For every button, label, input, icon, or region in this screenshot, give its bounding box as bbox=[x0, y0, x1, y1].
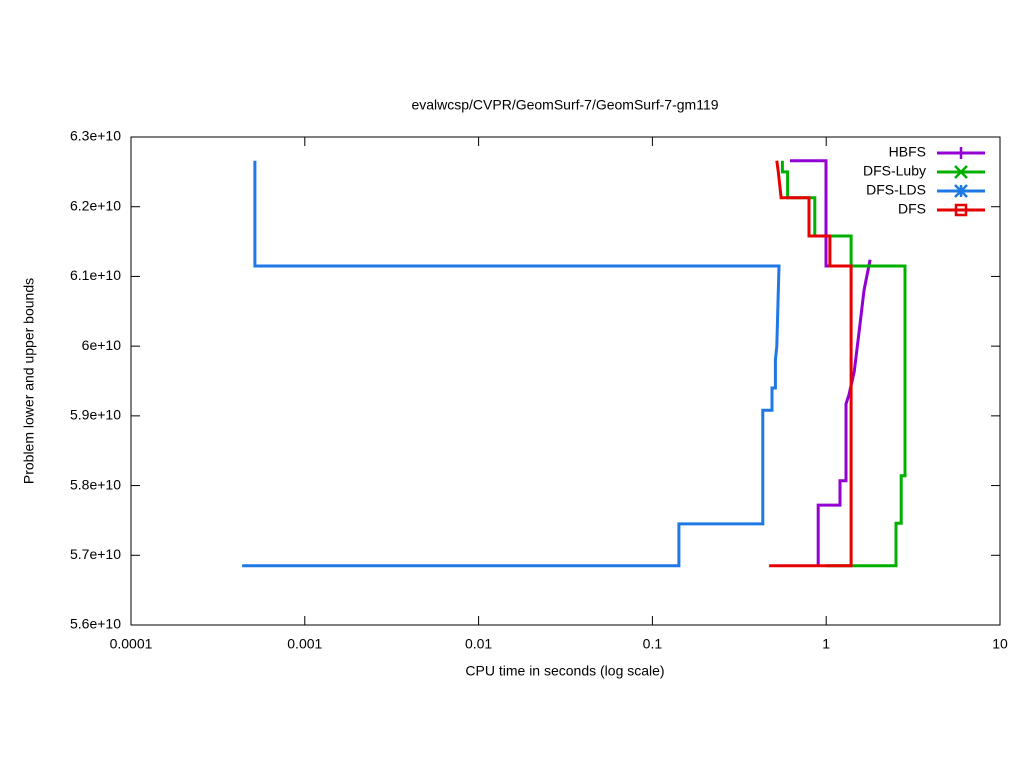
x-tick-label: 0.001 bbox=[287, 636, 322, 652]
chart-title: evalwcsp/CVPR/GeomSurf-7/GeomSurf-7-gm11… bbox=[411, 97, 718, 113]
y-tick-label: 5.9e+10 bbox=[70, 407, 121, 423]
x-tick-label: 0.0001 bbox=[110, 636, 153, 652]
series-line bbox=[790, 159, 872, 566]
x-tick-label: 10 bbox=[992, 636, 1008, 652]
y-tick-label: 5.7e+10 bbox=[70, 546, 121, 562]
series-line bbox=[242, 160, 781, 568]
legend-marker bbox=[954, 184, 968, 198]
legend-label: HBFS bbox=[889, 144, 926, 160]
x-tick-label: 0.1 bbox=[643, 636, 663, 652]
y-tick-label: 6.1e+10 bbox=[70, 267, 121, 283]
legend-marker bbox=[954, 165, 968, 179]
legend-marker bbox=[955, 147, 967, 159]
legend-label: DFS bbox=[898, 201, 926, 217]
x-axis-label: CPU time in seconds (log scale) bbox=[465, 663, 664, 679]
legend-label: DFS-LDS bbox=[866, 182, 926, 198]
y-tick-label: 5.6e+10 bbox=[70, 616, 121, 632]
legend-marker bbox=[954, 203, 968, 217]
y-axis-label: Problem lower and upper bounds bbox=[21, 278, 37, 484]
plot-frame bbox=[130, 136, 1001, 626]
y-tick-label: 5.8e+10 bbox=[70, 476, 121, 492]
y-tick-label: 6.2e+10 bbox=[70, 197, 121, 213]
y-tick-label: 6.3e+10 bbox=[70, 128, 121, 144]
legend-label: DFS-Luby bbox=[863, 163, 926, 179]
series-line bbox=[780, 160, 907, 568]
y-tick-label: 6e+10 bbox=[82, 337, 122, 353]
series-line bbox=[769, 160, 853, 568]
x-tick-label: 0.01 bbox=[465, 636, 492, 652]
x-tick-label: 1 bbox=[822, 636, 830, 652]
